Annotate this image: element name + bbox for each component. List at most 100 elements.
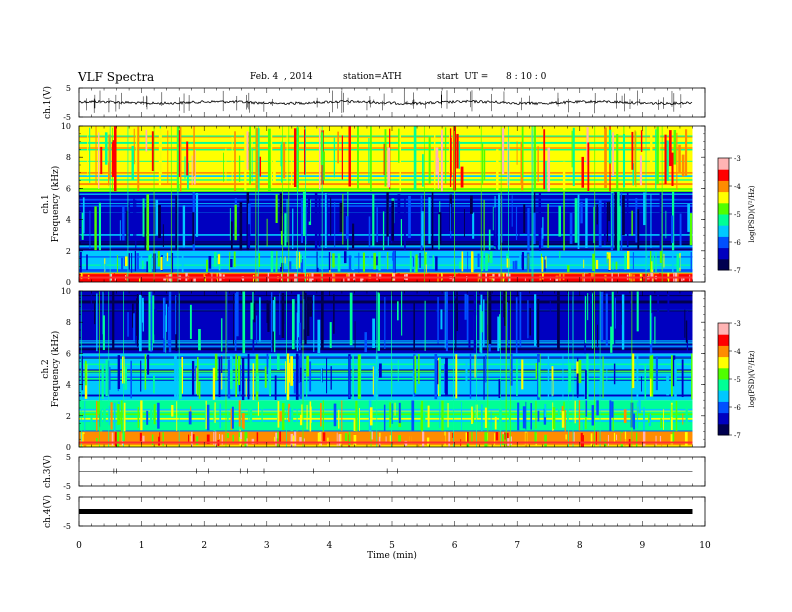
burst-stripe [349,292,353,346]
burst-stripe [643,192,646,226]
harmonic-line [79,205,693,207]
burst-stripe [614,297,616,329]
burst-stripe [134,250,136,272]
burst-stripe [534,431,537,444]
burst-stripe [387,252,389,270]
burst-stripe [218,357,221,398]
colorbar-cell [718,359,729,363]
burst-stripe [252,296,255,354]
burst-stripe [389,402,392,428]
burst-stripe [409,250,412,272]
burst-stripe [231,406,234,429]
burst-stripe [644,363,647,400]
sferic-line [98,291,100,447]
burst-stripe [386,192,389,237]
burst-stripe [293,431,297,447]
burst-stripe [389,435,392,444]
harmonic-line [79,245,693,248]
burst-stripe [441,400,444,431]
burst-stripe [171,252,174,273]
sferic-line [305,126,306,282]
harmonic-line [79,377,693,380]
colorbar-cell [718,426,729,430]
burst-stripe [282,300,285,324]
burst-stripe [662,409,664,430]
sferic-line [500,126,502,282]
burst-stripe [167,306,171,345]
harmonic-line [79,295,693,297]
burst-stripe [626,191,629,247]
burst-stripe [330,366,332,390]
burst-stripe [519,251,522,268]
spectrogram-ch1-spectrogram [79,126,693,282]
burst-stripe [297,294,300,338]
burst-stripe [191,155,193,185]
burst-stripe [650,261,654,273]
burst-stripe [538,362,540,398]
header-station: station=ATH [343,72,402,82]
burst-stripe [112,291,115,349]
colorbar-cell [718,337,729,341]
burst-stripe [455,354,458,399]
burst-stripe [352,355,354,400]
burst-stripe [274,375,277,401]
burst-stripe [607,278,610,282]
burst-stripe [188,411,192,425]
burst-stripe [105,359,108,397]
burst-stripe [176,360,179,398]
burst-stripe [488,297,490,341]
sferic-line [531,126,533,282]
burst-stripe [543,258,546,266]
burst-stripe [135,129,137,170]
powerline-band [79,441,693,444]
burst-stripe [255,128,259,191]
colorbar-cell [718,264,729,268]
y-tick-label: 6 [66,349,71,358]
burst-stripe [394,250,396,273]
harmonic-line [79,420,693,422]
y-tick-label: -5 [63,522,71,531]
colorbar-cell [718,345,729,349]
burst-stripe [306,362,308,397]
burst-stripe [204,276,206,282]
colorbar-cell [718,219,729,223]
burst-stripe [616,134,619,191]
burst-stripe [157,250,160,267]
colorbar-tick-label: -6 [734,239,741,247]
burst-stripe [291,299,295,350]
burst-stripe [259,297,261,342]
burst-stripe [376,272,378,281]
burst-stripe [246,191,250,251]
burst-stripe [103,407,106,423]
burst-stripe [634,130,636,186]
y-tick-label: 6 [66,184,71,193]
colorbar-cell [718,423,729,428]
burst-stripe [102,315,105,351]
colorbar-cell [718,183,729,187]
burst-stripe [196,367,198,394]
burst-stripe [612,261,614,270]
burst-stripe [299,254,302,263]
burst-stripe [279,411,282,422]
burst-stripe [186,141,189,176]
harmonic-line [79,272,693,275]
burst-stripe [650,134,653,164]
x-tick-label: 9 [640,541,646,551]
burst-stripe [193,278,196,282]
burst-stripe [501,434,505,446]
burst-stripe [237,355,241,386]
burst-stripe [303,129,306,175]
burst-stripe [562,353,564,400]
harmonic-line [79,343,693,345]
burst-stripe [424,300,426,352]
burst-stripe [605,293,608,346]
sferic-line [510,291,512,447]
sferic-line [594,291,595,447]
burst-stripe [343,277,345,282]
burst-stripe [675,400,678,432]
burst-stripe [482,143,484,185]
sferic-line [123,291,124,447]
burst-stripe [494,433,496,445]
y-tick-label: 8 [66,153,71,162]
sferic-line [631,291,633,447]
